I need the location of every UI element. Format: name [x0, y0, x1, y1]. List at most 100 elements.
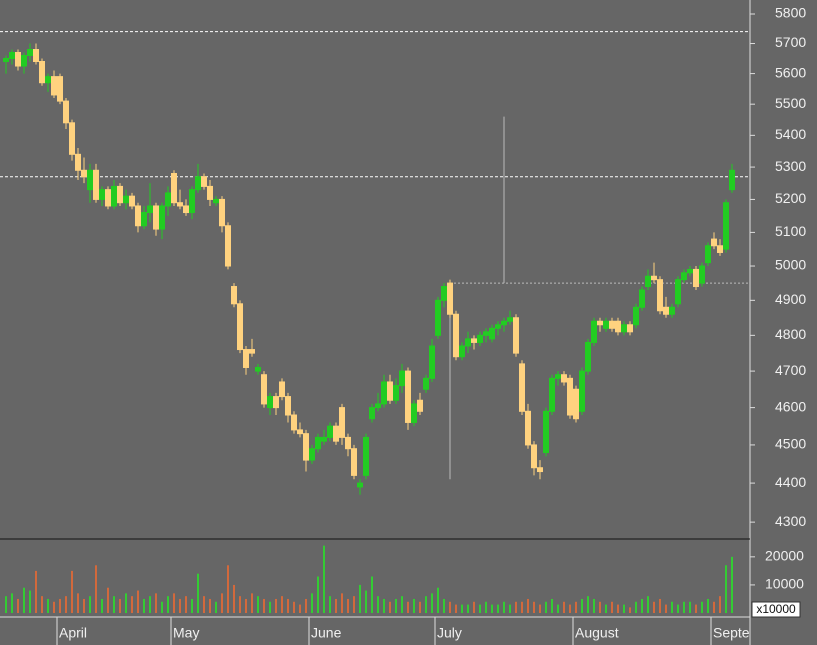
volume-bar [611, 601, 613, 613]
candle-body [297, 429, 303, 435]
candle-body [33, 48, 39, 62]
candle-body [165, 192, 171, 207]
volume-bar [293, 601, 295, 613]
candle-body [411, 403, 417, 423]
volume-bar [65, 596, 67, 613]
candle-body [69, 122, 75, 155]
volume-bar [371, 576, 373, 613]
candle-body [213, 198, 219, 204]
candle-body [237, 303, 243, 351]
volume-bar [239, 596, 241, 613]
candle-body [207, 185, 213, 200]
candle-body [675, 279, 681, 305]
y-tick-label: 4300 [775, 513, 806, 529]
candle-body [693, 268, 699, 288]
volume-bar [119, 598, 121, 613]
volume-bar [431, 593, 433, 613]
volume-bar [113, 596, 115, 613]
volume-bar [437, 587, 439, 613]
volume-bar [365, 590, 367, 613]
volume-bar [671, 601, 673, 613]
volume-bar [677, 604, 679, 613]
volume-bar [299, 604, 301, 613]
volume-bar [257, 596, 259, 613]
volume-bar [473, 601, 475, 613]
candle-body [153, 205, 159, 230]
y-tick-label: 5300 [775, 158, 806, 174]
candle-body [315, 436, 321, 450]
y-tick-label: 5500 [775, 95, 806, 111]
volume-bar [731, 556, 733, 613]
candle-body [531, 444, 537, 469]
candle-body [579, 370, 585, 412]
volume-bar [725, 565, 727, 613]
volume-bar [569, 604, 571, 613]
candle-body [63, 100, 69, 124]
candle-body [351, 448, 357, 476]
volume-bar [275, 598, 277, 613]
candle-body [507, 317, 513, 322]
volume-bar [527, 598, 529, 613]
candle-body [663, 306, 669, 315]
volume-bar [227, 565, 229, 613]
volume-bar [173, 593, 175, 613]
candle-body [201, 176, 207, 187]
volume-bar [563, 601, 565, 613]
candle-body [651, 275, 657, 281]
candle-body [141, 212, 147, 227]
volume-bar [467, 604, 469, 613]
volume-bar [503, 601, 505, 613]
candle-body [513, 317, 519, 354]
volume-bar [59, 598, 61, 613]
y-tick-label: 5700 [775, 34, 806, 50]
volume-bar [695, 604, 697, 613]
volume-bar [479, 604, 481, 613]
volume-bar [83, 598, 85, 613]
candle-body [81, 169, 87, 178]
candle-body [15, 51, 21, 67]
candle-body [711, 238, 717, 247]
volume-bar [395, 598, 397, 613]
volume-bar [359, 584, 361, 613]
candle-body [27, 48, 33, 56]
volume-bar [269, 601, 271, 613]
volume-bar [683, 601, 685, 613]
candle-body [39, 60, 45, 84]
candle-body [561, 374, 567, 383]
candle-body [573, 388, 579, 420]
volume-bar [401, 596, 403, 613]
volume-bar [221, 593, 223, 613]
candle-body [57, 76, 63, 102]
volume-bar [35, 570, 37, 613]
candle-body [729, 169, 735, 191]
candle-body [657, 279, 663, 312]
candle-body [459, 345, 465, 358]
y-tick-label: 4400 [775, 474, 806, 490]
volume-bar [377, 596, 379, 613]
candle-body [369, 407, 375, 420]
candle-body [285, 396, 291, 416]
y-tick-label: 4800 [775, 326, 806, 342]
candle-body [279, 381, 285, 398]
candle-body [603, 320, 609, 329]
volume-bar [575, 601, 577, 613]
candle-body [75, 153, 81, 171]
candle-body [633, 306, 639, 326]
volume-bar [521, 601, 523, 613]
volume-bar [443, 598, 445, 613]
volume-bar [137, 590, 139, 613]
candle-body [267, 396, 273, 409]
volume-bar [197, 573, 199, 613]
volume-bar [17, 598, 19, 613]
volume-bar [593, 598, 595, 613]
volume-bar [449, 601, 451, 613]
candle-body [111, 185, 117, 207]
volume-bar [485, 601, 487, 613]
volume-bar [143, 598, 145, 613]
candle-body [339, 407, 345, 438]
volume-bar [383, 598, 385, 613]
volume-bar [335, 598, 337, 613]
candle-body [549, 377, 555, 412]
candle-body [195, 176, 201, 191]
